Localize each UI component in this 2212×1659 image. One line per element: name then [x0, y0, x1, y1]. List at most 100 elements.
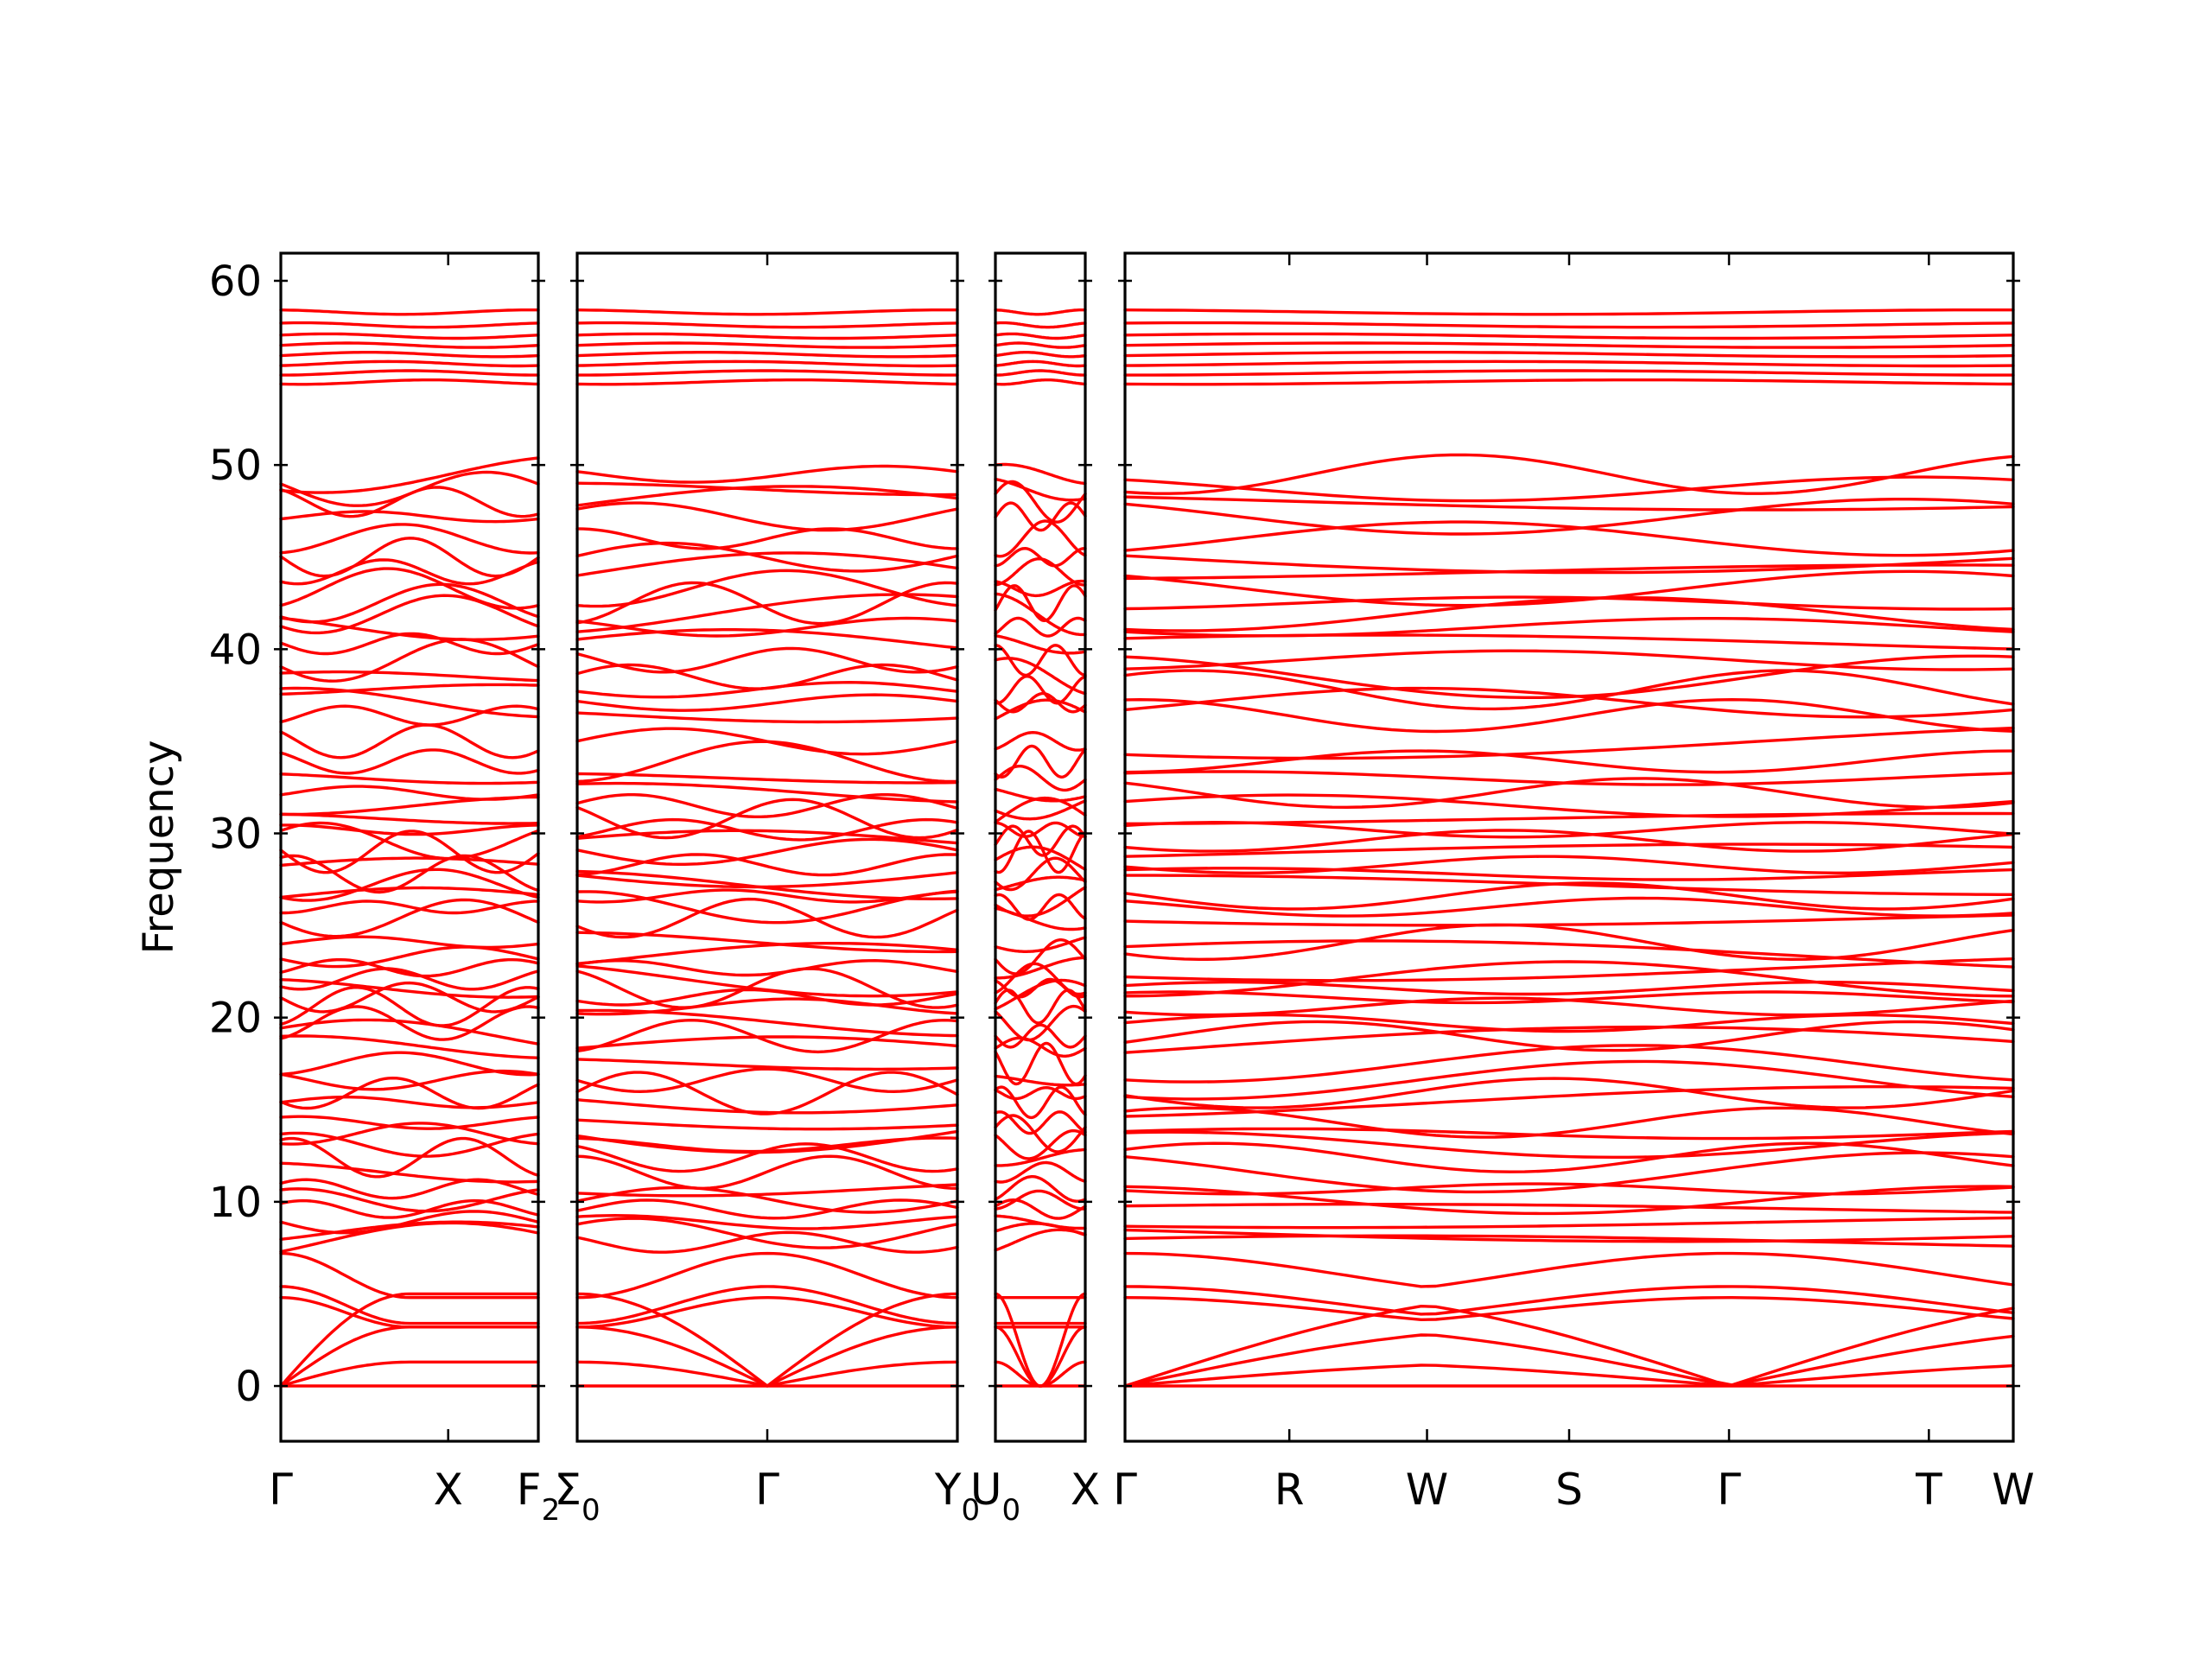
- band-line: [1123, 1077, 2015, 1109]
- kpoint-label: X: [1071, 1465, 1100, 1515]
- band-line: [1123, 867, 2015, 881]
- band-line: [279, 1295, 540, 1329]
- band-line: [575, 369, 959, 377]
- band-line: [279, 510, 540, 524]
- band-line: [279, 981, 540, 1014]
- band-line: [575, 485, 959, 507]
- band-line: [994, 378, 1087, 386]
- band-line: [994, 787, 1087, 803]
- band-line: [575, 1213, 959, 1230]
- band-line: [1123, 475, 2015, 503]
- band-line: [279, 957, 540, 978]
- band-line: [1123, 669, 2015, 711]
- band-line: [279, 670, 540, 683]
- band-line: [1123, 874, 2015, 897]
- band-line: [279, 1220, 540, 1242]
- band-line: [994, 1128, 1087, 1160]
- band-line: [279, 332, 540, 340]
- band-line: [279, 1051, 540, 1077]
- y-tick-label: 30: [209, 810, 262, 859]
- band-line: [575, 1285, 959, 1325]
- band-line: [279, 1136, 540, 1179]
- band-line: [1123, 453, 2015, 495]
- band-line: [1123, 595, 2015, 611]
- band-line: [1123, 990, 2015, 1005]
- band-line: [575, 781, 959, 804]
- band-line: [279, 977, 540, 999]
- band-line: [994, 1085, 1087, 1101]
- band-line: [994, 644, 1087, 677]
- band-line: [575, 1118, 959, 1131]
- band-line: [994, 519, 1087, 558]
- band-line: [279, 1034, 540, 1060]
- kpoint-label: Y0: [934, 1465, 980, 1528]
- band-line: [1123, 793, 2015, 818]
- band-line: [994, 744, 1087, 779]
- band-line: [575, 501, 959, 532]
- band-line: [575, 964, 959, 998]
- band-line: [1123, 569, 2015, 607]
- band-line: [575, 616, 959, 638]
- band-line: [1123, 596, 2015, 632]
- band-line: [1123, 321, 2015, 329]
- band-line: [994, 1041, 1087, 1086]
- band-line: [279, 812, 540, 825]
- y-axis-label: Frequency: [135, 741, 183, 955]
- band-line: [575, 481, 959, 497]
- band-line: [1123, 341, 2015, 349]
- band-line: [575, 897, 959, 939]
- band-line: [279, 638, 540, 683]
- kpoint-label: U0: [970, 1465, 1020, 1528]
- band-line: [575, 1018, 959, 1054]
- band-line: [994, 1160, 1087, 1184]
- band-line: [279, 854, 540, 894]
- band-line: [1123, 369, 2015, 377]
- band-line: [1123, 939, 2015, 969]
- band-line: [1123, 520, 2015, 557]
- band-line: [1123, 1234, 2015, 1248]
- band-line: [279, 341, 540, 349]
- y-tick-label: 60: [209, 257, 262, 306]
- band-line: [1123, 1333, 2015, 1388]
- band-line: [1123, 1044, 2015, 1084]
- band-line: [279, 1122, 540, 1146]
- band-line: [1123, 1013, 2015, 1033]
- band-line: [994, 557, 1087, 587]
- band-line: [1123, 1251, 2015, 1288]
- band-line: [1123, 1228, 2015, 1243]
- band-line: [279, 523, 540, 555]
- band-line: [575, 569, 959, 608]
- band-line: [1123, 1127, 2015, 1141]
- band-line: [279, 582, 540, 624]
- band-line: [994, 1004, 1087, 1042]
- band-line: [575, 727, 959, 756]
- band-line: [1123, 881, 2015, 911]
- band-line: [994, 547, 1087, 568]
- band-line: [575, 378, 959, 386]
- band-line: [994, 962, 1087, 996]
- band-line: [575, 1142, 959, 1173]
- band-line: [279, 1292, 540, 1388]
- band-line: [279, 1221, 540, 1254]
- band-line: [994, 821, 1087, 838]
- kpoint-label: Γ: [1113, 1465, 1137, 1515]
- band-line: [1123, 960, 2015, 998]
- band-line: [279, 1285, 540, 1325]
- axis-ticks: [274, 253, 2020, 1441]
- band-line: [575, 341, 959, 349]
- band-line: [279, 686, 540, 719]
- band-line: [1123, 554, 2015, 575]
- band-line: [994, 308, 1087, 316]
- band-line: [575, 1067, 959, 1094]
- panel-frame: [279, 251, 540, 1443]
- band-line: [1123, 332, 2015, 340]
- band-line: [575, 1251, 959, 1300]
- band-line: [279, 986, 540, 1027]
- band-line: [1123, 1285, 2015, 1316]
- band-line: [279, 470, 540, 507]
- kpoint-label: R: [1274, 1465, 1305, 1515]
- band-line: [279, 1005, 540, 1041]
- band-line: [279, 537, 540, 578]
- band-line: [994, 856, 1087, 892]
- band-line: [575, 958, 959, 977]
